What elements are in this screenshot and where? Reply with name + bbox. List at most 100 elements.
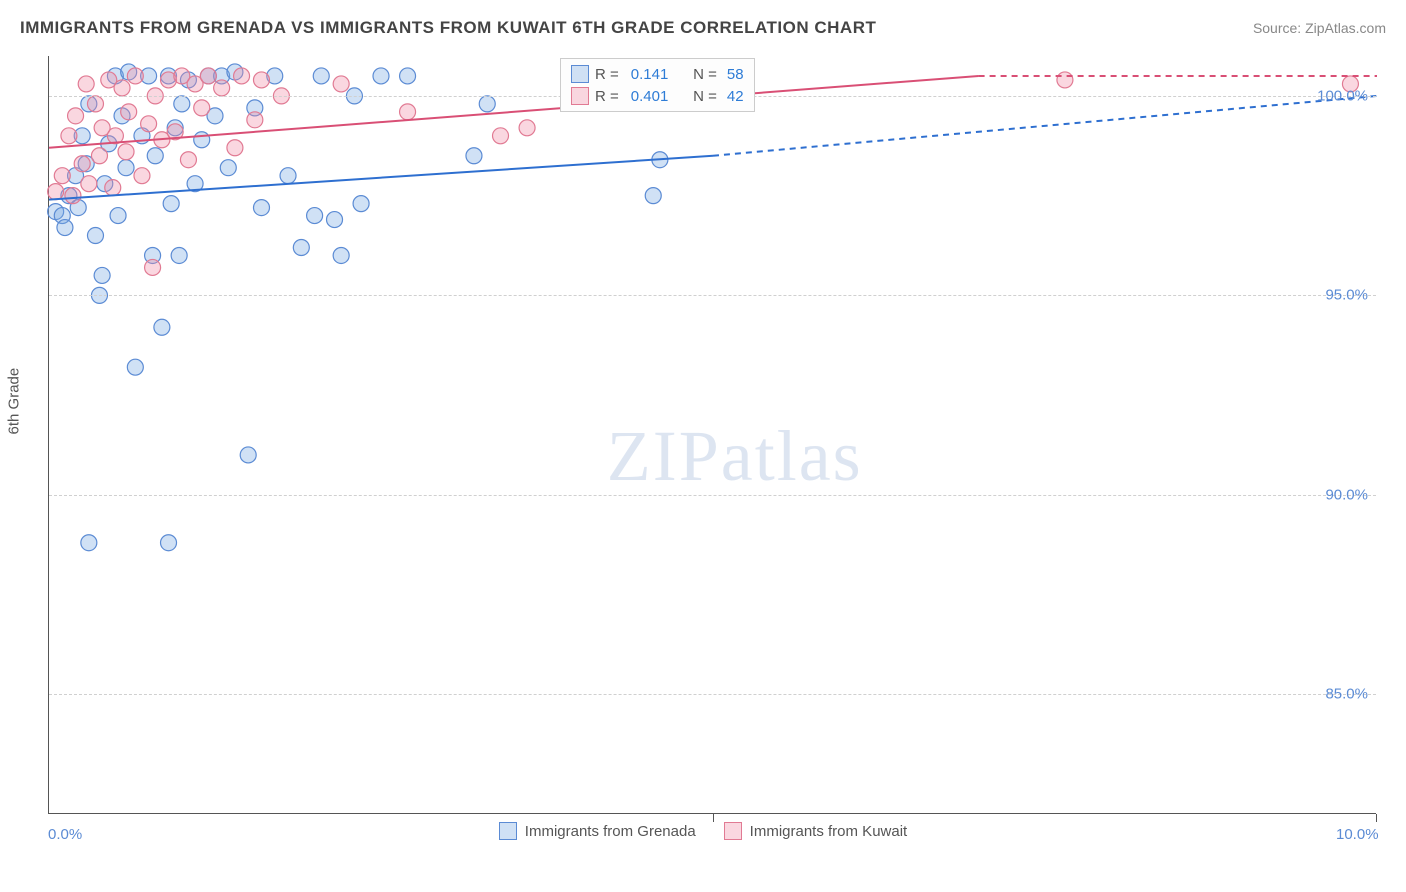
scatter-point-kuwait: [118, 144, 134, 160]
scatter-point-grenada: [373, 68, 389, 84]
scatter-point-grenada: [353, 196, 369, 212]
gridline: [49, 295, 1376, 296]
source-name: ZipAtlas.com: [1305, 20, 1386, 36]
scatter-point-kuwait: [54, 168, 70, 184]
scatter-point-grenada: [110, 208, 126, 224]
scatter-point-kuwait: [81, 176, 97, 192]
r-value-grenada: 0.141: [631, 66, 679, 83]
scatter-point-grenada: [94, 267, 110, 283]
scatter-point-grenada: [479, 96, 495, 112]
legend-label-grenada: Immigrants from Grenada: [525, 823, 696, 840]
scatter-point-grenada: [147, 148, 163, 164]
legend-item-grenada: Immigrants from Grenada: [499, 822, 696, 840]
scatter-point-grenada: [466, 148, 482, 164]
ytick-label: 100.0%: [1317, 87, 1368, 104]
scatter-point-grenada: [240, 447, 256, 463]
n-label: N =: [685, 66, 717, 83]
scatter-point-grenada: [81, 535, 97, 551]
scatter-point-grenada: [313, 68, 329, 84]
scatter-point-grenada: [118, 160, 134, 176]
xtick-label: 10.0%: [1336, 826, 1379, 843]
r-label: R =: [595, 66, 619, 83]
scatter-point-kuwait: [48, 184, 64, 200]
chart-title: IMMIGRANTS FROM GRENADA VS IMMIGRANTS FR…: [20, 18, 876, 38]
scatter-point-grenada: [127, 359, 143, 375]
swatch-grenada: [571, 65, 589, 83]
scatter-point-kuwait: [200, 68, 216, 84]
scatter-point-kuwait: [519, 120, 535, 136]
scatter-point-grenada: [327, 212, 343, 228]
scatter-point-grenada: [253, 200, 269, 216]
scatter-point-kuwait: [114, 80, 130, 96]
r-value-kuwait: 0.401: [631, 88, 679, 105]
chart-svg: [49, 56, 1376, 813]
ytick-label: 85.0%: [1325, 686, 1368, 703]
scatter-point-kuwait: [68, 108, 84, 124]
scatter-point-kuwait: [134, 168, 150, 184]
scatter-point-kuwait: [65, 188, 81, 204]
gridline: [49, 495, 1376, 496]
scatter-point-kuwait: [121, 104, 137, 120]
n-label: N =: [685, 88, 717, 105]
scatter-point-grenada: [645, 188, 661, 204]
scatter-point-grenada: [174, 96, 190, 112]
scatter-point-grenada: [171, 247, 187, 263]
scatter-point-kuwait: [74, 156, 90, 172]
scatter-point-kuwait: [141, 116, 157, 132]
xtick-mark: [713, 814, 714, 822]
source-prefix: Source:: [1253, 20, 1305, 36]
yaxis-title: 6th Grade: [6, 368, 23, 435]
scatter-point-kuwait: [1057, 72, 1073, 88]
scatter-point-kuwait: [180, 152, 196, 168]
scatter-point-kuwait: [194, 100, 210, 116]
scatter-point-grenada: [280, 168, 296, 184]
xtick-mark: [1376, 814, 1377, 822]
scatter-point-grenada: [161, 535, 177, 551]
n-value-kuwait: 42: [727, 88, 744, 105]
scatter-point-grenada: [333, 247, 349, 263]
stats-legend: R = 0.141 N = 58 R = 0.401 N = 42: [560, 58, 755, 112]
scatter-point-kuwait: [87, 96, 103, 112]
source-label: Source: ZipAtlas.com: [1253, 20, 1386, 36]
legend-swatch-kuwait: [724, 822, 742, 840]
scatter-point-grenada: [163, 196, 179, 212]
scatter-point-grenada: [87, 228, 103, 244]
scatter-point-kuwait: [400, 104, 416, 120]
scatter-point-kuwait: [61, 128, 77, 144]
swatch-kuwait: [571, 87, 589, 105]
scatter-point-kuwait: [234, 68, 250, 84]
gridline: [49, 694, 1376, 695]
scatter-point-grenada: [307, 208, 323, 224]
scatter-point-kuwait: [493, 128, 509, 144]
legend-swatch-grenada: [499, 822, 517, 840]
scatter-point-kuwait: [105, 180, 121, 196]
plot-area: 85.0%90.0%95.0%100.0%ZIPatlas: [48, 56, 1376, 814]
scatter-point-kuwait: [78, 76, 94, 92]
scatter-point-grenada: [220, 160, 236, 176]
scatter-point-kuwait: [127, 68, 143, 84]
scatter-point-kuwait: [227, 140, 243, 156]
scatter-point-kuwait: [145, 259, 161, 275]
ytick-label: 90.0%: [1325, 486, 1368, 503]
stats-legend-row-grenada: R = 0.141 N = 58: [571, 63, 744, 85]
stats-legend-row-kuwait: R = 0.401 N = 42: [571, 85, 744, 107]
ytick-label: 95.0%: [1325, 287, 1368, 304]
xtick-label: 0.0%: [48, 826, 82, 843]
title-bar: IMMIGRANTS FROM GRENADA VS IMMIGRANTS FR…: [20, 18, 1386, 38]
scatter-point-kuwait: [253, 72, 269, 88]
scatter-point-grenada: [57, 220, 73, 236]
legend-item-kuwait: Immigrants from Kuwait: [724, 822, 908, 840]
scatter-point-kuwait: [333, 76, 349, 92]
legend-label-kuwait: Immigrants from Kuwait: [750, 823, 908, 840]
scatter-point-grenada: [293, 239, 309, 255]
scatter-point-kuwait: [214, 80, 230, 96]
scatter-point-kuwait: [91, 148, 107, 164]
regression-line-dashed-grenada: [713, 96, 1377, 156]
n-value-grenada: 58: [727, 66, 744, 83]
scatter-point-grenada: [194, 132, 210, 148]
scatter-point-grenada: [400, 68, 416, 84]
r-label: R =: [595, 88, 619, 105]
bottom-legend: Immigrants from Grenada Immigrants from K…: [0, 822, 1406, 840]
scatter-point-kuwait: [247, 112, 263, 128]
scatter-point-grenada: [154, 319, 170, 335]
